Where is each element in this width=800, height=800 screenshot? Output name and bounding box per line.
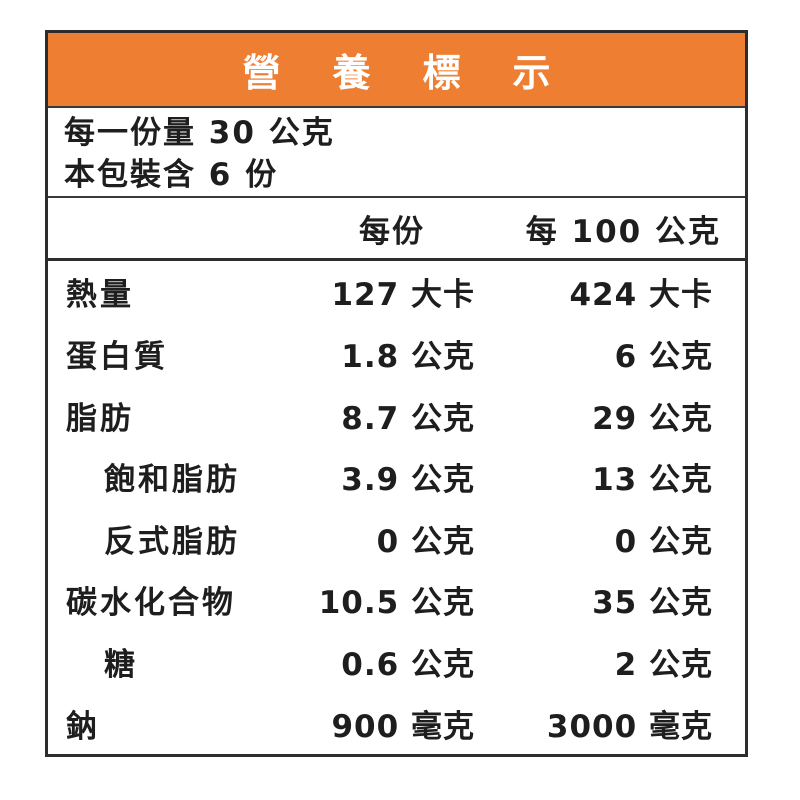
servings-per-package-line: 本包裝含 6 份: [64, 157, 279, 193]
nutrient-rows: 熱量 127 大卡 424 大卡 蛋白質 1.8 公克 6 公克 脂肪 8.7 …: [48, 261, 745, 754]
nutrient-row-protein: 蛋白質 1.8 公克 6 公克: [48, 323, 745, 385]
nutrient-row-carbohydrate: 碳水化合物 10.5 公克 35 公克: [48, 569, 745, 631]
nutrient-name: 熱量: [66, 277, 134, 314]
nutrient-name: 反式脂肪: [104, 523, 240, 560]
nutrient-row-saturated-fat: 飽和脂肪 3.9 公克 13 公克: [48, 446, 745, 508]
nutrient-name: 蛋白質: [66, 338, 168, 375]
nutrient-per-100g-value: 6 公克: [614, 338, 713, 375]
nutrient-name: 碳水化合物: [66, 585, 236, 622]
column-header-per-100g: 每 100 公克: [525, 213, 721, 250]
nutrient-name: 飽和脂肪: [104, 462, 240, 499]
nutrition-label-title: 營養標示: [242, 51, 603, 95]
nutrition-label-title-band: 營養標示: [48, 33, 745, 108]
nutrient-name: 糖: [104, 647, 138, 684]
nutrient-per-100g-value: 2 公克: [614, 647, 713, 684]
nutrient-per-serving-value: 900 毫克: [331, 708, 475, 745]
nutrient-row-trans-fat: 反式脂肪 0 公克 0 公克: [48, 508, 745, 570]
nutrient-per-100g-value: 29 公克: [592, 400, 713, 437]
nutrient-name: 脂肪: [66, 400, 134, 437]
nutrient-per-100g-value: 35 公克: [592, 585, 713, 622]
nutrient-name: 鈉: [66, 708, 100, 745]
nutrient-row-fat: 脂肪 8.7 公克 29 公克: [48, 384, 745, 446]
nutrient-per-serving-value: 0 公克: [376, 523, 475, 560]
nutrient-per-serving-value: 127 大卡: [331, 277, 475, 314]
serving-info-section: 每一份量 30 公克 本包裝含 6 份: [48, 108, 745, 198]
nutrient-per-serving-value: 1.8 公克: [341, 338, 475, 375]
nutrient-per-100g-value: 13 公克: [592, 462, 713, 499]
nutrient-per-100g-value: 0 公克: [614, 523, 713, 560]
serving-size-line: 每一份量 30 公克: [64, 115, 335, 151]
nutrient-row-sugar: 糖 0.6 公克 2 公克: [48, 631, 745, 693]
nutrient-per-serving-value: 8.7 公克: [341, 400, 475, 437]
column-header-per-serving: 每份: [359, 213, 425, 250]
nutrient-per-serving-value: 10.5 公克: [318, 585, 475, 622]
nutrient-row-calories: 熱量 127 大卡 424 大卡: [48, 261, 745, 323]
nutrient-per-serving-value: 0.6 公克: [341, 647, 475, 684]
nutrient-per-100g-value: 424 大卡: [569, 277, 713, 314]
nutrient-per-100g-value: 3000 毫克: [546, 708, 713, 745]
nutrition-label: 營養標示 每一份量 30 公克 本包裝含 6 份 每份 每 100 公克 熱量 …: [45, 30, 748, 757]
nutrient-per-serving-value: 3.9 公克: [341, 462, 475, 499]
column-header-row: 每份 每 100 公克: [48, 198, 745, 261]
nutrient-row-sodium: 鈉 900 毫克 3000 毫克: [48, 692, 745, 754]
